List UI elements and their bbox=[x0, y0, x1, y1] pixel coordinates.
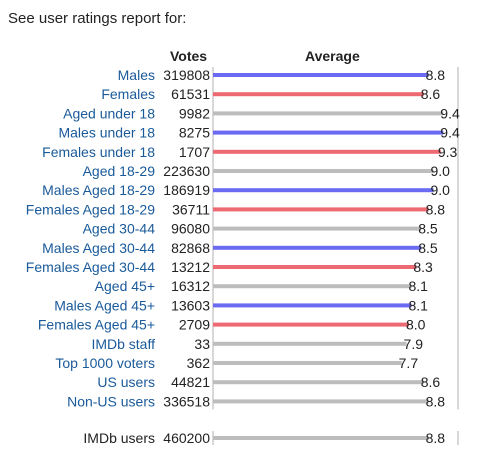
row-9-average: 8.5 bbox=[418, 240, 438, 256]
row-15-label[interactable]: Top 1000 voters bbox=[55, 355, 155, 371]
row-6-label[interactable]: Males Aged 18-29 bbox=[42, 182, 155, 198]
row-1-label[interactable]: Females bbox=[101, 86, 155, 102]
row-6-average: 9.0 bbox=[431, 182, 451, 198]
total-row-votes: 460200 bbox=[163, 430, 210, 446]
row-10-bar bbox=[213, 265, 417, 269]
row-0-average: 8.8 bbox=[426, 67, 446, 83]
row-13-votes: 2709 bbox=[179, 317, 210, 333]
row-0-votes: 319808 bbox=[163, 67, 210, 83]
row-3-votes: 8275 bbox=[179, 125, 210, 141]
row-14-average: 7.9 bbox=[404, 336, 424, 352]
row-5-label[interactable]: Aged 18-29 bbox=[83, 163, 156, 179]
row-7-average: 8.8 bbox=[426, 201, 446, 217]
row-17-average: 8.8 bbox=[426, 393, 446, 409]
row-7-votes: 36711 bbox=[172, 201, 210, 217]
row-9-bar bbox=[213, 245, 422, 250]
row-5-votes: 223630 bbox=[163, 163, 210, 179]
row-6-votes: 186919 bbox=[163, 182, 210, 198]
row-0-bar bbox=[213, 73, 429, 77]
row-10-label[interactable]: Females Aged 30-44 bbox=[26, 259, 155, 275]
row-14-label[interactable]: IMDb staff bbox=[91, 336, 155, 352]
row-2-votes: 9982 bbox=[179, 105, 210, 121]
row-4-average: 9.3 bbox=[438, 144, 458, 160]
row-4-bar bbox=[213, 149, 441, 154]
row-5-average: 9.0 bbox=[431, 163, 451, 179]
row-16-label[interactable]: US users bbox=[97, 374, 155, 390]
row-12-average: 8.1 bbox=[408, 297, 428, 313]
row-11-votes: 16312 bbox=[171, 278, 210, 294]
row-4-label[interactable]: Females under 18 bbox=[42, 144, 155, 160]
row-16-average: 8.6 bbox=[421, 374, 441, 390]
row-16-votes: 44821 bbox=[171, 374, 210, 390]
row-3-label[interactable]: Males under 18 bbox=[58, 125, 155, 141]
row-17-bar bbox=[213, 399, 429, 404]
row-3-bar bbox=[213, 130, 444, 135]
row-15-bar bbox=[213, 361, 402, 365]
row-12-votes: 13603 bbox=[171, 297, 210, 313]
row-2-average: 9.4 bbox=[440, 105, 460, 121]
row-1-bar bbox=[213, 92, 424, 97]
row-8-average: 8.5 bbox=[418, 221, 438, 237]
row-0-label[interactable]: Males bbox=[118, 67, 155, 83]
row-1-votes: 61531 bbox=[171, 86, 210, 102]
row-13-average: 8.0 bbox=[406, 317, 426, 333]
row-17-label[interactable]: Non-US users bbox=[67, 393, 155, 409]
row-5-bar bbox=[213, 169, 434, 173]
row-14-votes: 33 bbox=[194, 336, 210, 352]
row-17-votes: 336518 bbox=[163, 393, 210, 409]
row-11-label[interactable]: Aged 45+ bbox=[95, 278, 155, 294]
row-2-label[interactable]: Aged under 18 bbox=[63, 105, 155, 121]
row-7-bar bbox=[213, 207, 429, 212]
row-6-bar bbox=[213, 188, 434, 193]
row-7-label[interactable]: Females Aged 18-29 bbox=[26, 201, 155, 217]
total-row-bar bbox=[213, 436, 429, 440]
votes-column-header: Votes bbox=[170, 48, 208, 64]
report-intro: See user ratings report for: bbox=[8, 10, 187, 27]
row-10-votes: 13212 bbox=[171, 259, 210, 275]
row-9-votes: 82868 bbox=[171, 240, 210, 256]
row-12-label[interactable]: Males Aged 45+ bbox=[54, 297, 155, 313]
row-16-bar bbox=[213, 380, 424, 385]
row-12-bar bbox=[213, 303, 412, 308]
row-13-label[interactable]: Females Aged 45+ bbox=[38, 317, 155, 333]
row-11-bar bbox=[213, 284, 412, 289]
row-3-average: 9.4 bbox=[440, 125, 460, 141]
total-row-average: 8.8 bbox=[426, 430, 446, 446]
row-10-average: 8.3 bbox=[413, 259, 433, 275]
row-8-label[interactable]: Aged 30-44 bbox=[83, 221, 156, 237]
row-4-votes: 1707 bbox=[179, 144, 210, 160]
row-8-votes: 96080 bbox=[171, 221, 210, 237]
row-8-bar bbox=[213, 226, 422, 231]
total-row-label: IMDb users bbox=[83, 430, 155, 446]
row-14-bar bbox=[213, 341, 407, 346]
row-13-bar bbox=[213, 322, 409, 327]
average-column-header: Average bbox=[305, 48, 360, 64]
row-15-average: 7.7 bbox=[399, 355, 419, 371]
row-15-votes: 362 bbox=[187, 355, 211, 371]
row-9-label[interactable]: Males Aged 30-44 bbox=[42, 240, 155, 256]
row-1-average: 8.6 bbox=[421, 86, 441, 102]
row-11-average: 8.1 bbox=[408, 278, 428, 294]
row-2-bar bbox=[213, 111, 444, 116]
